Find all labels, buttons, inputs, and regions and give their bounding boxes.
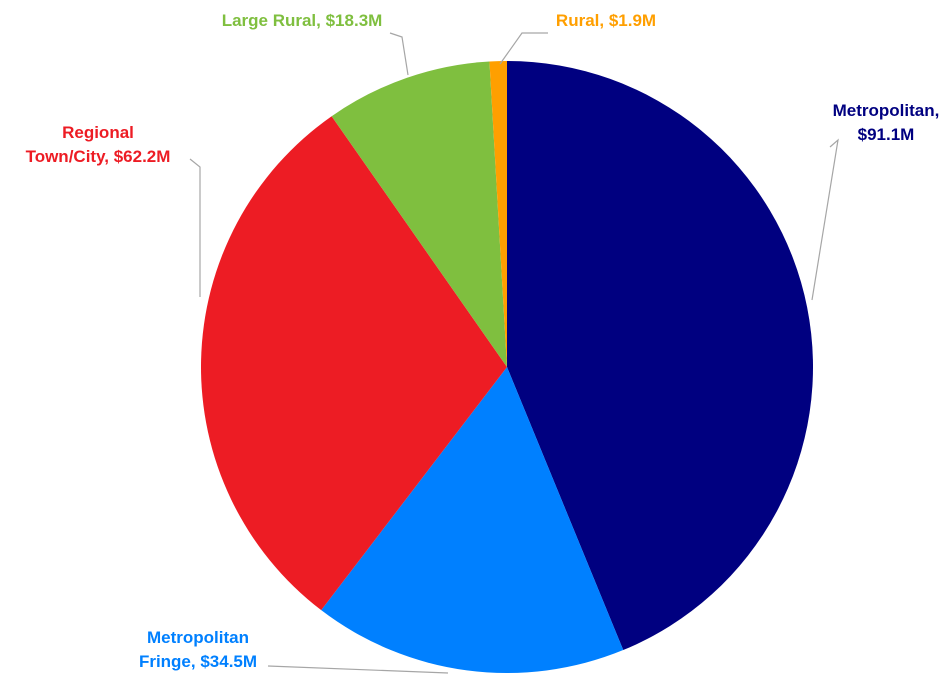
data-label-large-rural: Large Rural, $18.3M (222, 11, 383, 30)
pie-slice-rural (489, 60, 507, 367)
data-label-line: Fringe, $34.5M (139, 652, 257, 671)
data-label-line: $91.1M (858, 125, 915, 144)
data-label-line: Metropolitan, (833, 101, 940, 120)
leader-line-metropolitan (811, 138, 839, 301)
data-label-metropolitan-fringe: Metropolitan Fringe, $34.5M (139, 628, 257, 671)
pie-slices (200, 60, 814, 674)
data-label-line: Rural, $1.9M (556, 11, 656, 30)
data-label-line: Large Rural, $18.3M (222, 11, 383, 30)
leader-lines (189, 32, 839, 674)
leader-line-rural (499, 32, 548, 65)
leader-line-metropolitan-fringe (267, 665, 449, 674)
pie-slice-regional-town-city (200, 116, 507, 611)
data-label-metropolitan: Metropolitan, $91.1M (833, 101, 940, 144)
data-label-line: Metropolitan (147, 628, 249, 647)
pie-slice-metropolitan (507, 61, 814, 651)
data-label-rural: Rural, $1.9M (556, 11, 656, 30)
data-labels: Metropolitan, $91.1M Metropolitan Fringe, $… (26, 11, 940, 671)
data-label-line: Regional (62, 123, 134, 142)
data-label-regional-town-city: Regional Town/City, $62.2M (26, 123, 171, 166)
leader-line-large-rural (389, 32, 409, 76)
pie-slice-large-rural (331, 61, 507, 367)
pie-slice-metropolitan-fringe (321, 367, 624, 674)
leader-line-regional-town-city (189, 158, 201, 297)
data-label-line: Town/City, $62.2M (26, 147, 171, 166)
